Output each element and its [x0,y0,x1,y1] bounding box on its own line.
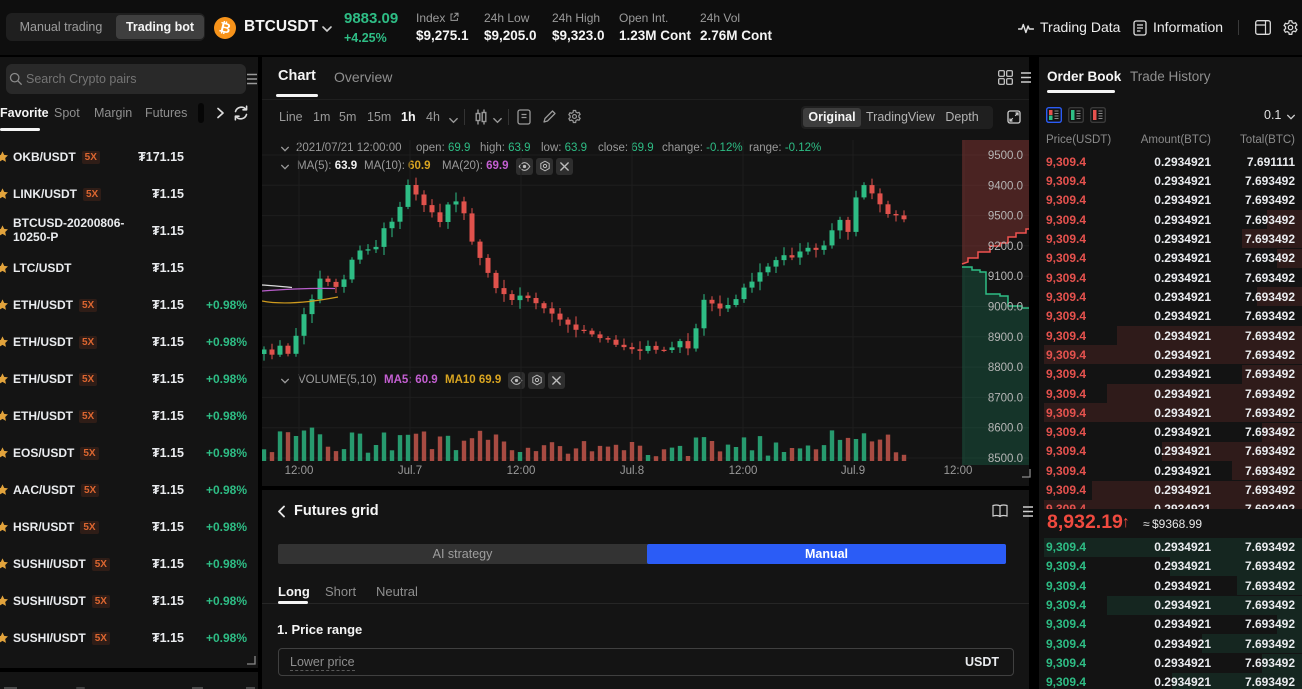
svg-text:8600.0: 8600.0 [988,423,1023,435]
svg-text:12:00: 12:00 [507,465,536,477]
svg-text:12:00: 12:00 [729,465,758,477]
svg-text:12:00: 12:00 [944,465,973,477]
svg-text:Jul.8: Jul.8 [620,465,644,477]
svg-text:12:00: 12:00 [285,465,314,477]
svg-text:8500.0: 8500.0 [988,453,1023,465]
svg-text:Jul.9: Jul.9 [841,465,865,477]
svg-text:8900.0: 8900.0 [988,332,1023,344]
svg-text:8800.0: 8800.0 [988,362,1023,374]
svg-text:₿: ₿ [218,18,233,36]
svg-text:9500.0: 9500.0 [988,211,1023,223]
svg-text:8700.0: 8700.0 [988,392,1023,404]
svg-text:Jul.7: Jul.7 [398,465,422,477]
svg-text:9000.0: 9000.0 [988,302,1023,314]
svg-text:9200.0: 9200.0 [988,241,1023,253]
svg-text:9400.0: 9400.0 [988,180,1023,192]
svg-text:9500.0: 9500.0 [988,150,1023,162]
svg-text:9100.0: 9100.0 [988,271,1023,283]
